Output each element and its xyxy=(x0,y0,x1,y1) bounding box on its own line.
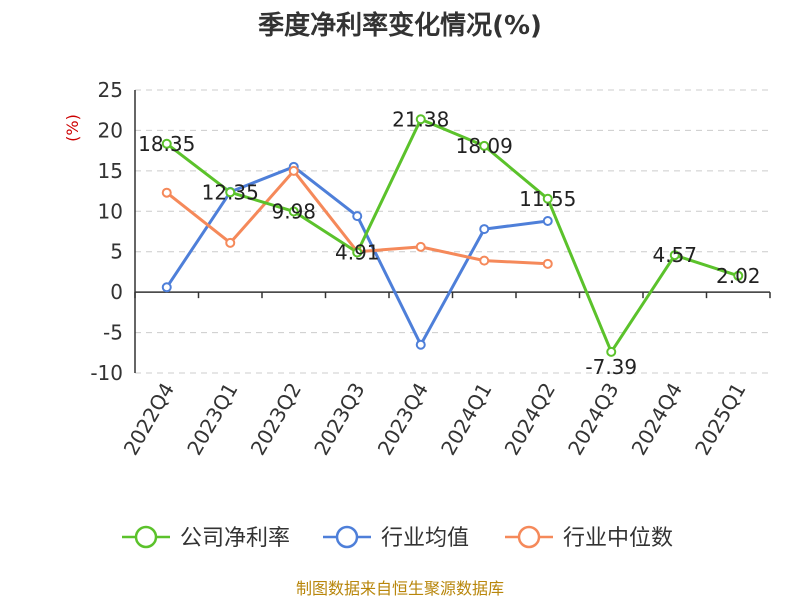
chart-title: 季度净利率变化情况(%) xyxy=(258,10,542,41)
y-tick-label: -10 xyxy=(90,361,123,385)
legend-swatch-marker xyxy=(335,525,359,549)
x-tick-label: 2023Q3 xyxy=(309,379,369,460)
y-tick-label: 15 xyxy=(98,159,123,183)
series-point xyxy=(542,215,553,226)
y-tick-label: 5 xyxy=(110,240,123,264)
y-tick-label: 0 xyxy=(110,280,123,304)
legend-item[interactable]: 行业均值 xyxy=(323,525,469,551)
x-tick-label: 2023Q2 xyxy=(246,379,306,460)
data-label: 21.38 xyxy=(392,107,449,131)
series-point xyxy=(352,211,363,222)
x-axis: 2022Q4 2023Q1 2023Q2 2023Q3 2023Q4 2024Q1 2024… xyxy=(119,90,771,460)
data-label: 18.35 xyxy=(138,132,195,156)
series-points xyxy=(161,114,744,357)
x-tick-label: 2024Q3 xyxy=(563,379,623,460)
y-tick-label: -5 xyxy=(103,321,123,345)
series-point xyxy=(542,258,553,269)
series-point xyxy=(225,237,236,248)
legend: 公司净利率 行业均值 行业中位数 xyxy=(122,525,673,551)
legend-label: 行业均值 xyxy=(381,526,469,551)
series-point xyxy=(352,247,363,258)
series-point xyxy=(479,224,490,235)
grid xyxy=(135,89,770,374)
x-tick-label: 2025Q1 xyxy=(690,379,750,460)
series-point xyxy=(161,138,172,149)
legend-item[interactable]: 公司净利率 xyxy=(122,525,290,551)
series-point xyxy=(161,187,172,198)
series-point xyxy=(161,282,172,293)
data-label: -7.39 xyxy=(585,355,637,379)
data-label: 4.91 xyxy=(335,240,380,264)
series-line xyxy=(165,117,739,354)
series-point xyxy=(669,250,680,261)
x-tick-label: 2024Q2 xyxy=(500,379,560,460)
series-point xyxy=(225,187,236,198)
y-tick-label: 20 xyxy=(98,118,123,142)
series-point xyxy=(733,270,744,281)
series-point xyxy=(288,206,299,217)
data-label: 2.02 xyxy=(716,264,761,288)
series-point xyxy=(415,339,426,350)
x-tick-label: 2022Q4 xyxy=(119,379,179,460)
legend-swatch-marker xyxy=(517,525,541,549)
data-label: 18.09 xyxy=(456,134,513,158)
y-tick-label: 10 xyxy=(98,199,123,223)
legend-label: 行业中位数 xyxy=(563,526,673,551)
legend-label: 公司净利率 xyxy=(180,526,290,551)
x-tick-label: 2023Q4 xyxy=(373,379,433,460)
y-axis-unit: (%) xyxy=(63,114,82,142)
data-label: 12.35 xyxy=(202,180,259,204)
data-label: 4.57 xyxy=(652,243,697,267)
x-tick-label: 2024Q1 xyxy=(436,379,496,460)
x-tick-label: 2024Q4 xyxy=(627,379,687,460)
x-tick-label: 2023Q1 xyxy=(182,379,242,460)
legend-item[interactable]: 行业中位数 xyxy=(505,525,673,551)
series-point xyxy=(288,165,299,176)
data-label: 9.98 xyxy=(271,199,316,223)
series-lines xyxy=(165,117,739,354)
series-point xyxy=(479,140,490,151)
series-point xyxy=(606,346,617,357)
y-tick-label: 25 xyxy=(98,78,123,102)
data-label: 11.55 xyxy=(519,187,576,211)
legend-swatch-marker xyxy=(134,525,158,549)
series-point xyxy=(415,241,426,252)
data-labels: 18.35 12.35 9.98 4.91 21.38 18.09 11.55 -7.39 4.… xyxy=(138,107,760,379)
series-point xyxy=(415,114,426,125)
series-point xyxy=(479,255,490,266)
y-axis-ticks: 25 20 15 10 5 0 -5 -10 xyxy=(90,78,123,385)
series-point xyxy=(542,193,553,204)
source-note: 制图数据来自恒生聚源数据库 xyxy=(296,579,504,598)
